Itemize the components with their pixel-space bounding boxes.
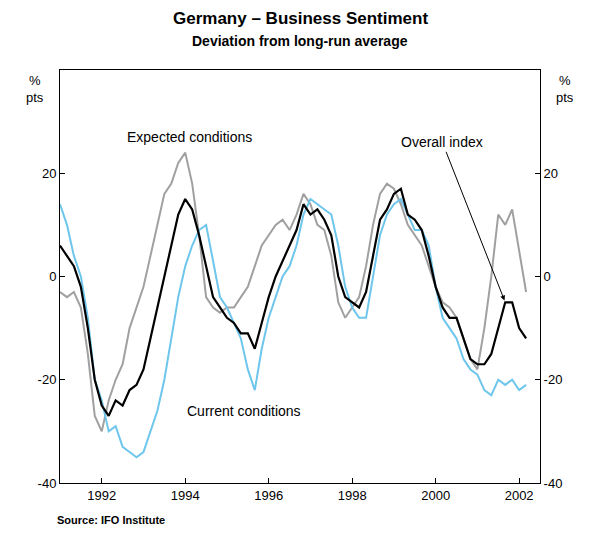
svg-text:Current conditions: Current conditions <box>187 403 301 419</box>
svg-text:1996: 1996 <box>254 488 283 503</box>
svg-text:0: 0 <box>49 269 56 284</box>
svg-text:2002: 2002 <box>505 488 534 503</box>
svg-text:-40: -40 <box>544 476 563 491</box>
svg-text:Expected conditions: Expected conditions <box>127 129 252 145</box>
svg-text:-20: -20 <box>544 372 563 387</box>
svg-text:20: 20 <box>42 166 56 181</box>
svg-text:%pts: %pts <box>26 73 44 105</box>
svg-text:Germany – Business Sentiment: Germany – Business Sentiment <box>173 9 428 28</box>
svg-text:Deviation from long-run averag: Deviation from long-run average <box>192 33 408 49</box>
svg-text:1998: 1998 <box>338 488 367 503</box>
svg-text:-40: -40 <box>38 476 57 491</box>
svg-text:20: 20 <box>544 166 558 181</box>
svg-text:Source: IFO Institute: Source: IFO Institute <box>57 514 165 526</box>
svg-text:1992: 1992 <box>87 488 116 503</box>
svg-text:0: 0 <box>544 269 551 284</box>
svg-text:Overall index: Overall index <box>401 134 483 150</box>
svg-text:2000: 2000 <box>421 488 450 503</box>
svg-text:1994: 1994 <box>171 488 200 503</box>
svg-text:-20: -20 <box>38 372 57 387</box>
svg-text:%pts: %pts <box>556 73 574 105</box>
